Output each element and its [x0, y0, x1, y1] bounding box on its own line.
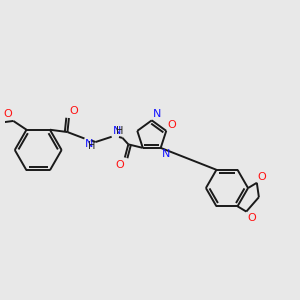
Text: H: H [88, 141, 95, 151]
Text: O: O [70, 106, 79, 116]
Text: O: O [115, 160, 124, 170]
Text: O: O [247, 213, 256, 223]
Text: N: N [162, 149, 170, 159]
Text: O: O [168, 120, 176, 130]
Text: O: O [258, 172, 266, 182]
Text: H: H [116, 126, 123, 136]
Text: O: O [4, 109, 12, 119]
Text: N: N [113, 126, 121, 136]
Text: N: N [153, 109, 161, 119]
Text: N: N [85, 139, 93, 149]
